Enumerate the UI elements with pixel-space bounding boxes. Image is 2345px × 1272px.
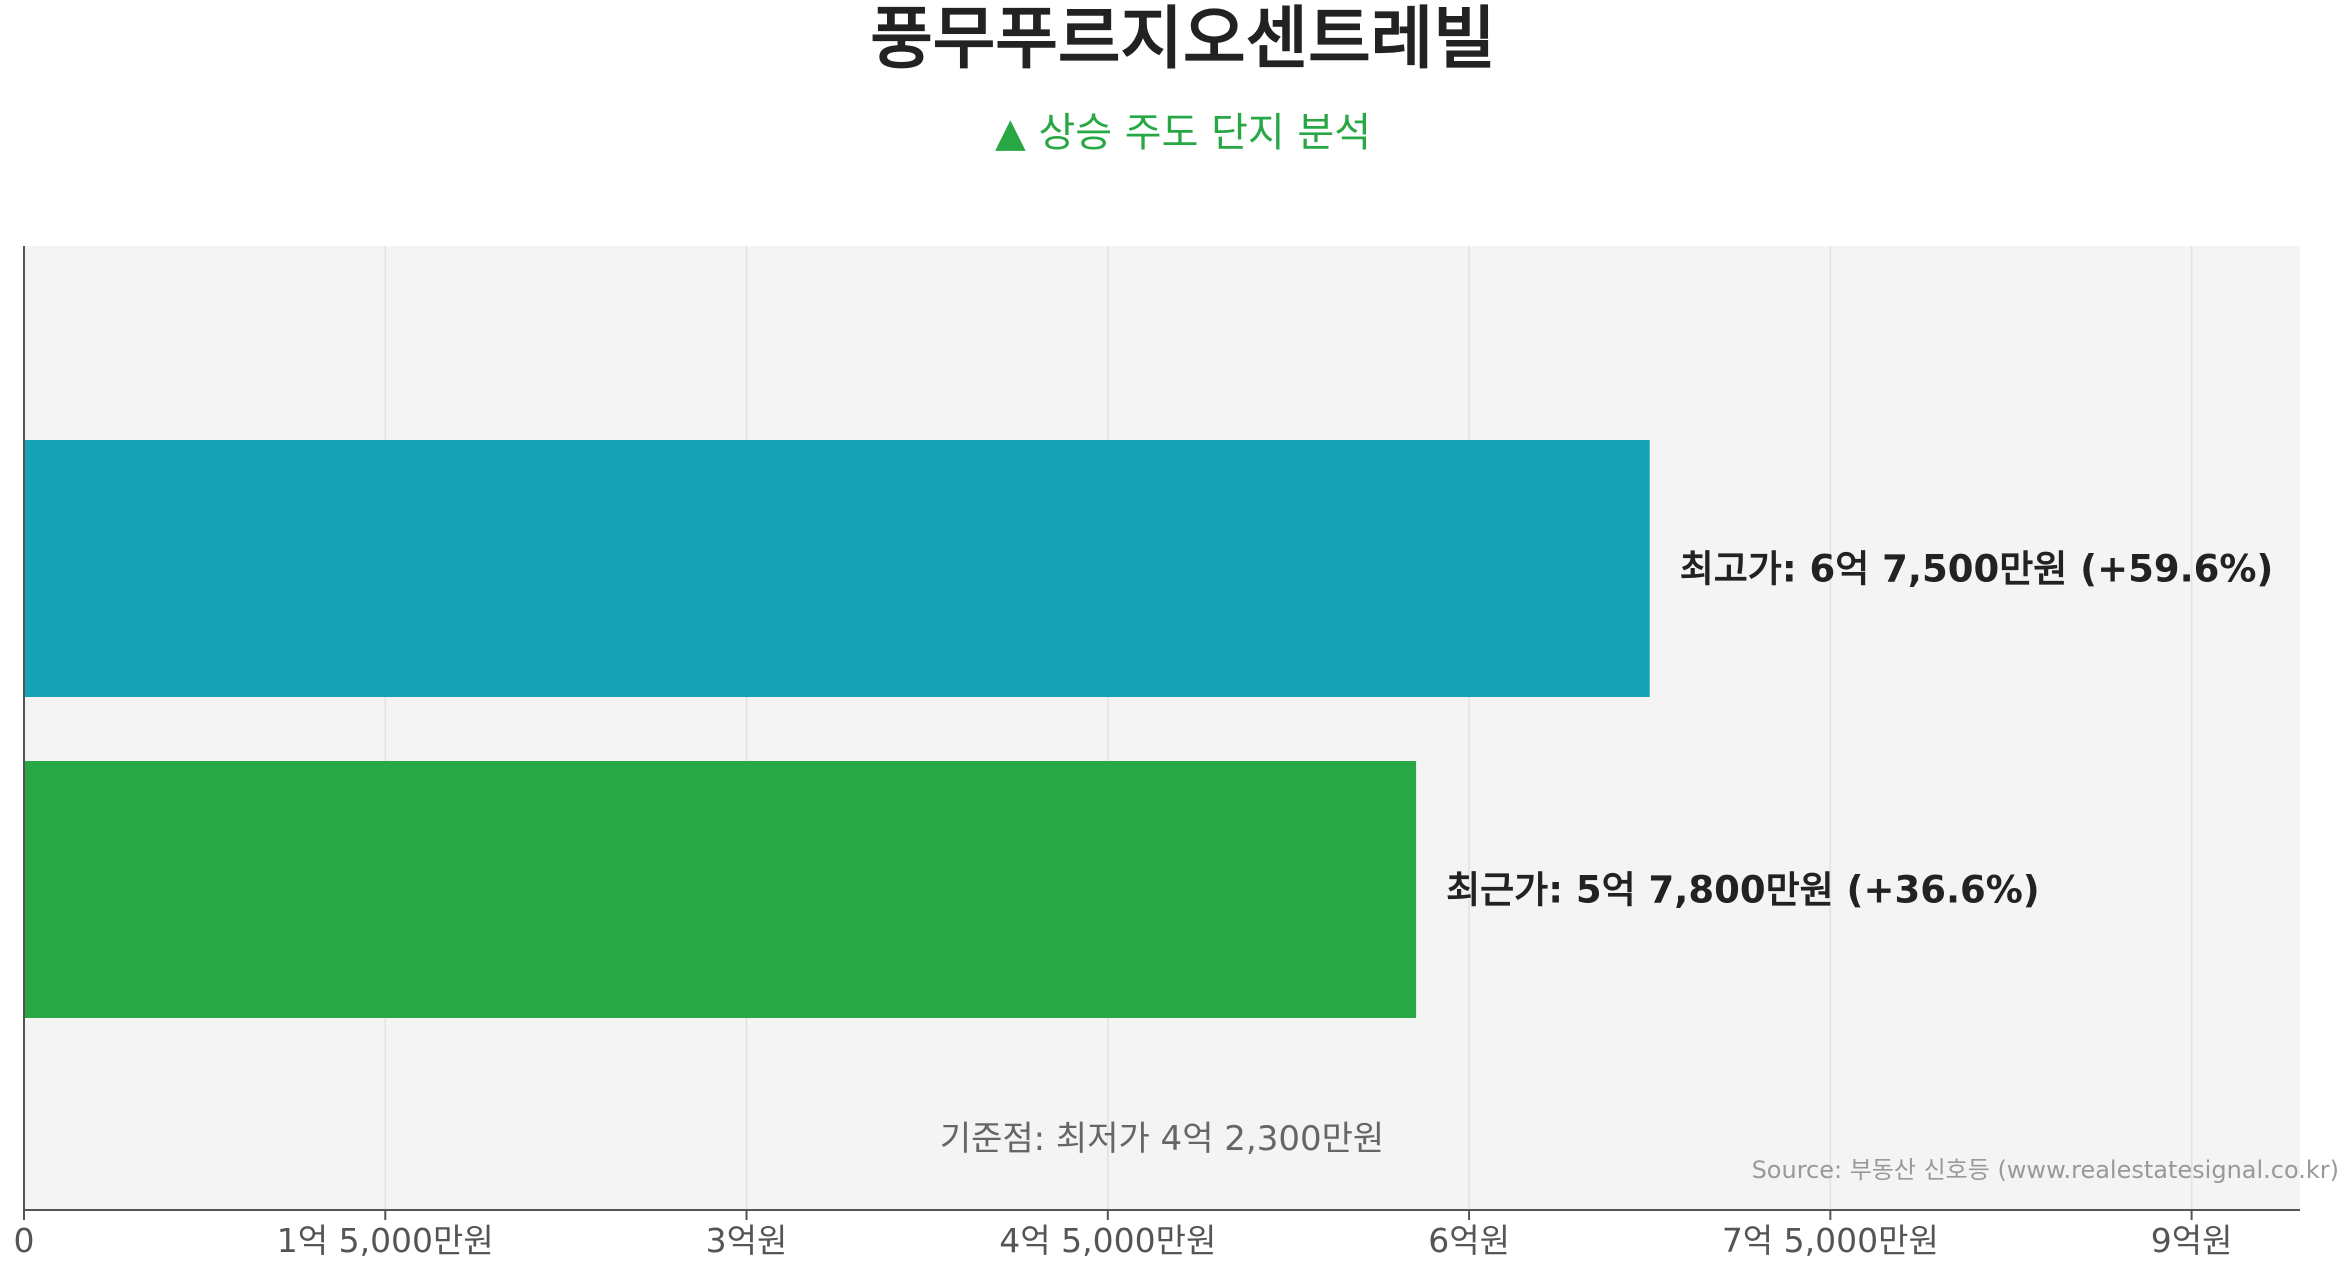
- chart-title: 풍무푸르지오센트레빌: [870, 0, 1496, 79]
- source-note: Source: 부동산 신호등 (www.realestatesignal.co…: [1752, 1156, 2339, 1184]
- x-tick-label: 3억원: [706, 1221, 788, 1260]
- x-tick-label: 7억 5,000만원: [1722, 1221, 1939, 1260]
- x-tick-label: 6억원: [1428, 1221, 1510, 1260]
- plot-area: 최고가: 6억 7,500만원 (+59.6%) 최근가: 5억 7,800만원 …: [14, 246, 2300, 1260]
- plot-background: [24, 246, 2300, 1210]
- bar-label-2: 최근가: 5억 7,800만원 (+36.6%): [1446, 869, 2040, 912]
- baseline-note: 기준점: 최저가 4억 2,300만원: [940, 1119, 1384, 1159]
- bar-1: [24, 440, 1650, 697]
- x-tick-label: 9억원: [2151, 1221, 2233, 1260]
- chart-subtitle: ▲ 상승 주도 단지 분석: [995, 110, 1371, 156]
- bar-2: [24, 761, 1417, 1018]
- x-tick-label: 0: [14, 1221, 35, 1260]
- x-tick-label: 4억 5,000만원: [999, 1221, 1216, 1260]
- x-tick-label: 1억 5,000만원: [277, 1221, 494, 1260]
- bar-label-1: 최고가: 6억 7,500만원 (+59.6%): [1680, 548, 2274, 591]
